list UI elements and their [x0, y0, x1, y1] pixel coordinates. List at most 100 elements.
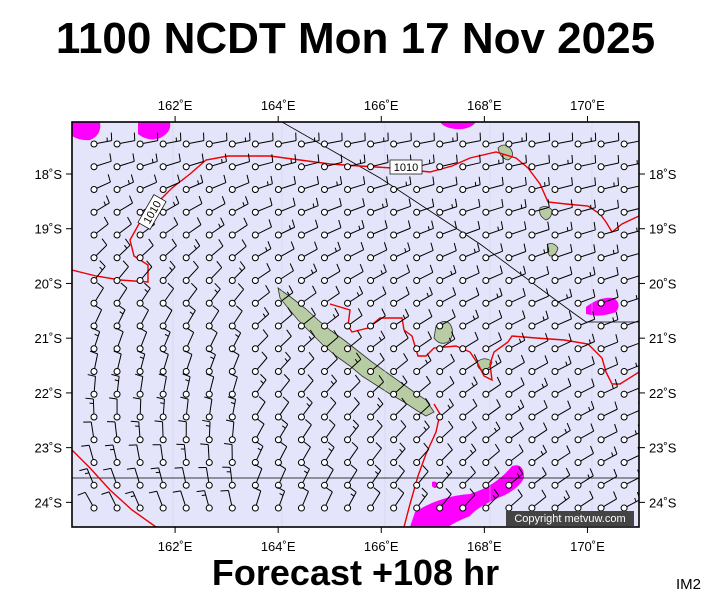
- wind-barb: [136, 350, 146, 376]
- wind-barb: [528, 132, 551, 148]
- wind-barb: [551, 154, 574, 171]
- wind-barb: [597, 177, 620, 194]
- wind-barb: [204, 396, 213, 421]
- wind-barb: [136, 260, 153, 285]
- lat-label-left: 22˚S: [35, 386, 63, 401]
- wind-barb: [436, 264, 457, 285]
- wind-barb: [251, 154, 274, 171]
- wind-barb: [182, 305, 196, 330]
- wind-barb: [390, 176, 412, 194]
- wind-barb: [320, 307, 340, 330]
- lat-label-right: 21˚S: [649, 331, 677, 346]
- wind-barb: [344, 220, 365, 239]
- wind-barb: [205, 153, 227, 171]
- wind-barb: [228, 239, 247, 262]
- wind-barb: [574, 177, 597, 194]
- wind-barb: [413, 220, 434, 239]
- wind-barb: [597, 222, 619, 239]
- copyright-text: Copyright metvuw.com: [514, 513, 625, 525]
- wind-barb: [413, 198, 435, 216]
- wind-barb: [413, 420, 430, 444]
- wind-barb: [528, 489, 547, 512]
- wind-barb: [620, 208, 639, 216]
- wind-barb: [413, 176, 435, 194]
- wind-barb: [344, 352, 362, 376]
- wind-barb: [551, 333, 572, 353]
- wind-barb: [367, 352, 385, 376]
- wind-barb: [505, 288, 526, 307]
- wind-barb: [251, 396, 266, 421]
- wind-barb: [390, 220, 411, 239]
- wind-barb: [251, 351, 268, 376]
- wind-barb: [202, 419, 213, 444]
- wind-barb: [158, 373, 167, 398]
- forecast-hour: Forecast +108 hr: [211, 552, 500, 593]
- wind-barb: [505, 421, 524, 444]
- wind-barb: [251, 307, 270, 330]
- wind-barb: [459, 309, 479, 330]
- wind-barb: [344, 198, 365, 216]
- wind-barb: [90, 260, 106, 285]
- wind-barb: [297, 154, 320, 171]
- wind-barb: [297, 374, 314, 398]
- wind-barb: [274, 285, 294, 307]
- rain-area: [138, 122, 171, 140]
- wind-barb: [505, 466, 524, 489]
- wind-barb: [130, 420, 144, 444]
- wind-barb: [551, 244, 573, 262]
- wind-barb: [150, 467, 167, 489]
- wind-barb: [482, 154, 504, 171]
- wind-barb: [505, 154, 527, 171]
- wind-barb: [459, 287, 480, 307]
- wind-barb: [390, 330, 409, 353]
- wind-barb: [367, 198, 389, 216]
- wind-barb: [528, 221, 550, 239]
- wind-barb: [90, 327, 101, 353]
- wind-barb: [205, 239, 224, 262]
- wind-barb: [274, 441, 288, 467]
- wind-barb: [320, 352, 338, 376]
- wind-barb: [551, 355, 572, 376]
- island: [477, 358, 493, 371]
- wind-barb: [274, 219, 296, 239]
- wind-barbs: [77, 132, 639, 512]
- wind-barb: [182, 174, 204, 194]
- wind-barb: [297, 219, 319, 239]
- wind-barb: [390, 132, 412, 148]
- wind-barb: [597, 289, 619, 307]
- wind-barb: [597, 334, 619, 353]
- wind-barb: [344, 397, 360, 421]
- wind-barb: [198, 467, 213, 489]
- wind-barb: [297, 132, 320, 148]
- wind-barb: [274, 263, 294, 285]
- wind-barb: [482, 466, 500, 489]
- wind-barb: [251, 464, 263, 489]
- wind-barb: [182, 282, 198, 307]
- isobar: [329, 303, 639, 385]
- lon-label-top: 166˚E: [364, 98, 399, 113]
- wind-barb: [390, 442, 406, 467]
- wind-barb: [459, 488, 476, 512]
- wind-barb: [113, 216, 132, 239]
- wind-barb: [367, 308, 386, 330]
- wind-barb: [620, 469, 639, 489]
- wind-barb: [159, 305, 173, 330]
- wind-barb: [505, 243, 527, 262]
- wind-barb: [228, 305, 243, 330]
- wind-barb: [574, 333, 596, 353]
- wind-barb: [367, 397, 384, 421]
- wind-barb: [505, 399, 525, 421]
- lat-label-left: 24˚S: [35, 495, 63, 510]
- wind-barb: [528, 266, 550, 285]
- wind-barb: [228, 350, 240, 376]
- wind-barb: [482, 376, 502, 398]
- wind-barb: [528, 243, 550, 262]
- wind-barb: [597, 266, 619, 285]
- wind-barb: [344, 176, 366, 194]
- wind-barb: [620, 334, 639, 353]
- wind-barb: [251, 197, 273, 216]
- wind-barb: [459, 398, 478, 421]
- wind-barb: [136, 153, 158, 171]
- wind-barb: [90, 132, 113, 148]
- wind-barb: [274, 307, 293, 330]
